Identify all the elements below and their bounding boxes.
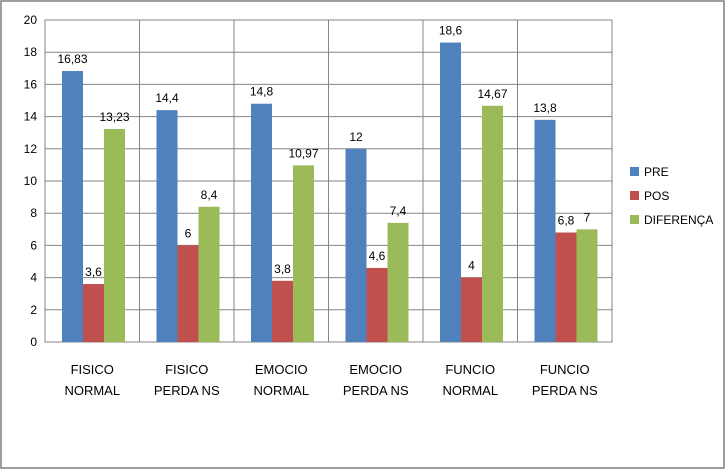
grid: [44, 19, 613, 343]
x-tick-label: PERDA NS: [154, 383, 220, 398]
y-tick-label: 2: [30, 303, 37, 317]
legend-swatch: [630, 191, 639, 200]
y-tick-label: 16: [24, 77, 38, 91]
x-tick-label: NORMAL: [253, 383, 309, 398]
data-label: 18,6: [439, 24, 463, 38]
x-tick-label: PERDA NS: [532, 383, 598, 398]
bar-pos: [555, 232, 577, 342]
data-label: 14,4: [155, 91, 179, 105]
bar-pos: [461, 277, 482, 342]
data-label: 13,23: [99, 110, 129, 124]
x-tick-label: NORMAL: [64, 383, 120, 398]
data-labels: 16,83 3,6 13,23 14,4 6 8,4 14,8 3,8 10,97 12 4,6 7,…: [57, 24, 590, 280]
y-tick-label: 8: [30, 206, 37, 220]
y-tick-label: 10: [24, 174, 38, 188]
bar-pre: [440, 42, 461, 342]
x-tick-label: EMOCIO: [255, 362, 308, 377]
bar-diferen-a: [482, 105, 503, 342]
bar-pos: [83, 284, 104, 342]
bar-diferen-a: [104, 128, 125, 342]
legend: PRE POS DIFERENÇA: [630, 165, 713, 227]
bar-pos: [366, 267, 388, 342]
data-label: 12: [349, 130, 363, 144]
legend-label: DIFERENÇA: [644, 213, 713, 227]
legend-swatch: [630, 215, 639, 224]
bar-pre: [345, 148, 367, 342]
x-tick-label: NORMAL: [442, 383, 498, 398]
legend-swatch: [630, 167, 639, 176]
data-label: 3,6: [85, 265, 102, 279]
bar-pos: [272, 280, 293, 342]
data-label: 14,8: [250, 85, 274, 99]
bar-pre: [156, 110, 178, 342]
data-label: 6,8: [558, 214, 575, 228]
data-label: 7: [584, 210, 591, 224]
data-label: 4: [468, 259, 475, 273]
y-tick-label: 6: [30, 238, 37, 252]
x-tick-label: EMOCIO: [349, 362, 402, 377]
y-tick-label: 18: [24, 45, 38, 59]
bar-pre: [534, 119, 556, 342]
bars: [62, 42, 598, 343]
data-label: 3,8: [274, 262, 291, 276]
bar-pos: [177, 245, 199, 342]
data-label: 6: [185, 226, 192, 240]
data-label: 16,83: [57, 52, 87, 66]
x-tick-label: PERDA NS: [343, 383, 409, 398]
bar-pre: [251, 103, 272, 342]
data-label: 14,67: [477, 87, 507, 101]
bar-diferen-a: [387, 222, 409, 342]
legend-label: POS: [644, 189, 669, 203]
x-tick-label: FISICO: [165, 362, 208, 377]
bar-pre: [62, 71, 83, 343]
y-tick-label: 20: [24, 13, 38, 27]
data-label: 7,4: [390, 204, 407, 218]
bar-diferen-a: [576, 229, 598, 342]
legend-label: PRE: [644, 165, 669, 179]
x-tick-label: FUNCIO: [445, 362, 495, 377]
data-label: 13,8: [533, 101, 557, 115]
y-tick-label: 14: [24, 110, 38, 124]
data-label: 4,6: [369, 249, 386, 263]
y-tick-label: 4: [30, 271, 37, 285]
data-label: 8,4: [201, 188, 218, 202]
bar-diferen-a: [198, 206, 220, 342]
y-tick-label: 0: [30, 335, 37, 349]
x-tick-label: FUNCIO: [540, 362, 590, 377]
x-tick-label: FISICO: [71, 362, 114, 377]
data-label: 10,97: [288, 146, 318, 160]
axes: 0 2 4 6 8 10 12 14 16 18 20 FISICO NORMAL FISICO PERDA…: [24, 13, 598, 398]
y-tick-label: 12: [24, 142, 38, 156]
bar-diferen-a: [293, 165, 314, 342]
